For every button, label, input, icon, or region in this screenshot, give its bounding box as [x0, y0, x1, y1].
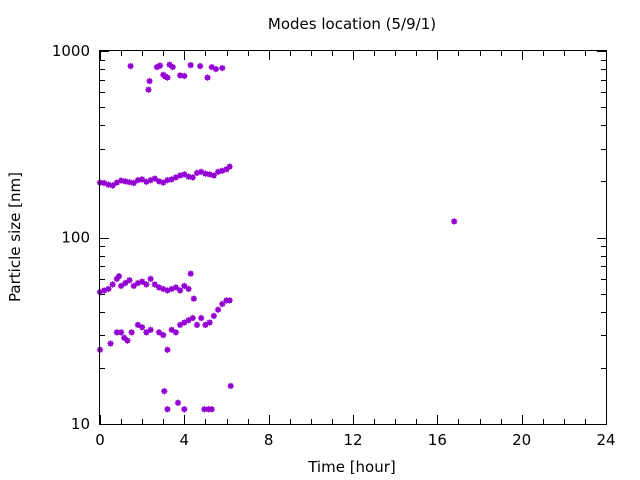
data-point	[198, 314, 205, 322]
data-point	[122, 178, 129, 185]
data-point	[128, 329, 135, 336]
data-point	[109, 281, 116, 288]
axis-tick-labels: 0 4 8 12 16 20 24 10 100 1000	[52, 42, 616, 449]
data-point	[169, 63, 176, 71]
data-point	[181, 406, 188, 413]
data-point	[226, 163, 233, 170]
data-point	[107, 340, 114, 347]
data-point	[174, 399, 182, 406]
data-point	[143, 281, 150, 288]
y-tick-label: 10	[71, 415, 90, 433]
data-point	[145, 86, 152, 93]
x-tick-label: 20	[512, 431, 531, 449]
data-point	[155, 329, 163, 336]
data-point	[185, 285, 192, 293]
data-point	[202, 321, 209, 329]
y-tick-label: 1000	[52, 42, 90, 60]
data-point	[185, 317, 192, 324]
data-point	[187, 270, 194, 277]
data-point	[193, 321, 201, 329]
data-point	[143, 329, 150, 336]
x-tick-label: 12	[343, 431, 362, 449]
data-point	[151, 281, 159, 288]
data-point	[130, 179, 137, 187]
data-point	[122, 279, 129, 287]
data-point	[161, 387, 168, 395]
data-point	[210, 172, 218, 179]
data-point	[130, 282, 137, 290]
data-point	[138, 324, 146, 331]
data-points	[96, 61, 458, 413]
data-point	[117, 282, 125, 290]
x-tick-label: 0	[95, 431, 105, 449]
chart-title: Modes location (5/9/1)	[268, 15, 436, 33]
data-point	[134, 321, 142, 329]
data-point	[212, 65, 220, 73]
data-point	[189, 174, 196, 181]
data-point	[105, 285, 112, 293]
data-point	[181, 72, 188, 80]
data-point	[138, 176, 146, 183]
data-point	[214, 306, 222, 313]
data-point	[124, 337, 131, 344]
data-point	[176, 72, 184, 79]
x-axis-title: Time [hour]	[307, 458, 396, 476]
data-point	[176, 321, 184, 329]
data-point	[189, 314, 196, 322]
data-point	[147, 326, 154, 333]
data-point	[219, 64, 226, 72]
data-point	[160, 179, 167, 186]
data-point	[164, 406, 171, 413]
data-point	[115, 273, 123, 280]
data-point	[204, 74, 211, 81]
data-point	[181, 282, 188, 290]
data-point	[164, 74, 171, 81]
data-point	[226, 297, 233, 304]
data-point	[126, 277, 133, 284]
data-point	[172, 284, 180, 291]
data-point	[210, 312, 218, 320]
data-point	[147, 176, 154, 184]
data-point	[164, 346, 171, 353]
data-point	[151, 175, 159, 182]
plot-frame	[99, 50, 607, 425]
data-point	[196, 62, 204, 70]
data-point	[208, 406, 215, 413]
data-point	[146, 77, 153, 85]
data-point	[176, 287, 184, 294]
x-tick-label: 24	[596, 431, 615, 449]
data-point	[127, 62, 134, 70]
data-point	[227, 382, 234, 390]
data-point	[190, 295, 198, 302]
data-point	[156, 62, 164, 69]
axis-ticks	[100, 51, 607, 425]
data-point	[168, 326, 175, 333]
data-point	[219, 300, 226, 308]
data-point	[138, 278, 146, 285]
data-point	[181, 319, 188, 326]
x-tick-label: 16	[428, 431, 447, 449]
x-tick-label: 4	[180, 431, 190, 449]
data-point	[451, 218, 458, 225]
y-tick-label: 100	[61, 229, 90, 247]
data-point	[147, 275, 154, 283]
data-point	[206, 319, 213, 326]
data-point	[113, 329, 121, 336]
y-axis-title: Particle size [nm]	[6, 172, 24, 302]
data-point	[117, 329, 125, 336]
data-point	[172, 329, 180, 336]
x-tick-label: 8	[264, 431, 274, 449]
data-point	[187, 61, 194, 69]
data-point	[160, 331, 167, 339]
data-point	[109, 182, 116, 189]
